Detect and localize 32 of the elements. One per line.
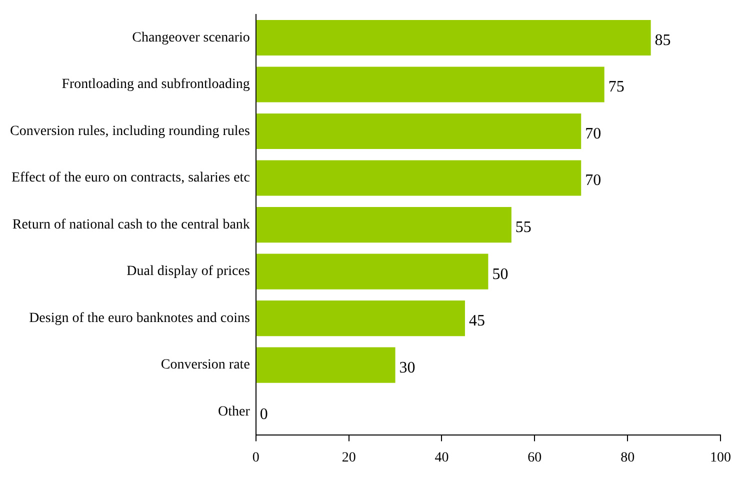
- data-label: 0: [260, 406, 268, 424]
- y-tick-label: Frontloading and subfrontloading: [62, 77, 250, 92]
- y-tick-label: Other: [218, 404, 250, 420]
- x-tick-label: 60: [528, 450, 542, 466]
- bar: [256, 300, 465, 336]
- y-tick-label: Dual display of prices: [126, 264, 250, 280]
- x-tick-label: 0: [252, 450, 260, 466]
- y-tick-label: Effect of the euro on contracts, salaries etc: [11, 170, 250, 186]
- data-label: 70: [585, 125, 602, 142]
- data-label: 75: [608, 78, 624, 96]
- x-tick-label: 40: [434, 450, 449, 466]
- data-label: 70: [585, 172, 602, 190]
- data-label: 30: [399, 359, 416, 376]
- bar: [256, 347, 396, 383]
- data-label: 50: [492, 266, 508, 283]
- y-tick-label: Changeover scenario: [132, 30, 250, 46]
- bar: [256, 160, 582, 196]
- y-tick-label: Return of national cash to the central bank: [12, 217, 250, 232]
- data-label: 45: [468, 312, 485, 330]
- x-tick-label: 100: [710, 450, 731, 466]
- data-label: 55: [515, 219, 532, 236]
- bar: [256, 66, 604, 102]
- data-label: 85: [654, 32, 671, 49]
- x-tick-label: 20: [342, 450, 356, 466]
- y-tick-label: Conversion rules, including rounding rules: [10, 124, 250, 139]
- y-tick-label: Conversion rate: [160, 358, 250, 373]
- x-tick-label: 80: [620, 450, 635, 466]
- bar: [256, 20, 651, 56]
- bar: [256, 254, 488, 290]
- bar: [256, 114, 582, 150]
- y-tick-label: Design of the euro banknotes and coins: [29, 310, 250, 326]
- bar: [256, 207, 512, 243]
